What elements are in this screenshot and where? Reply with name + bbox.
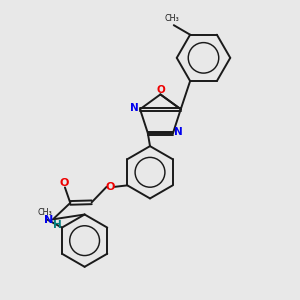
Text: CH₃: CH₃ <box>165 14 180 23</box>
Text: N: N <box>130 103 139 113</box>
Text: N: N <box>174 127 183 136</box>
Text: O: O <box>105 182 115 192</box>
Text: H: H <box>53 220 62 230</box>
Text: O: O <box>60 178 69 188</box>
Text: O: O <box>156 85 165 95</box>
Text: CH₃: CH₃ <box>38 208 52 217</box>
Text: N: N <box>44 215 53 225</box>
